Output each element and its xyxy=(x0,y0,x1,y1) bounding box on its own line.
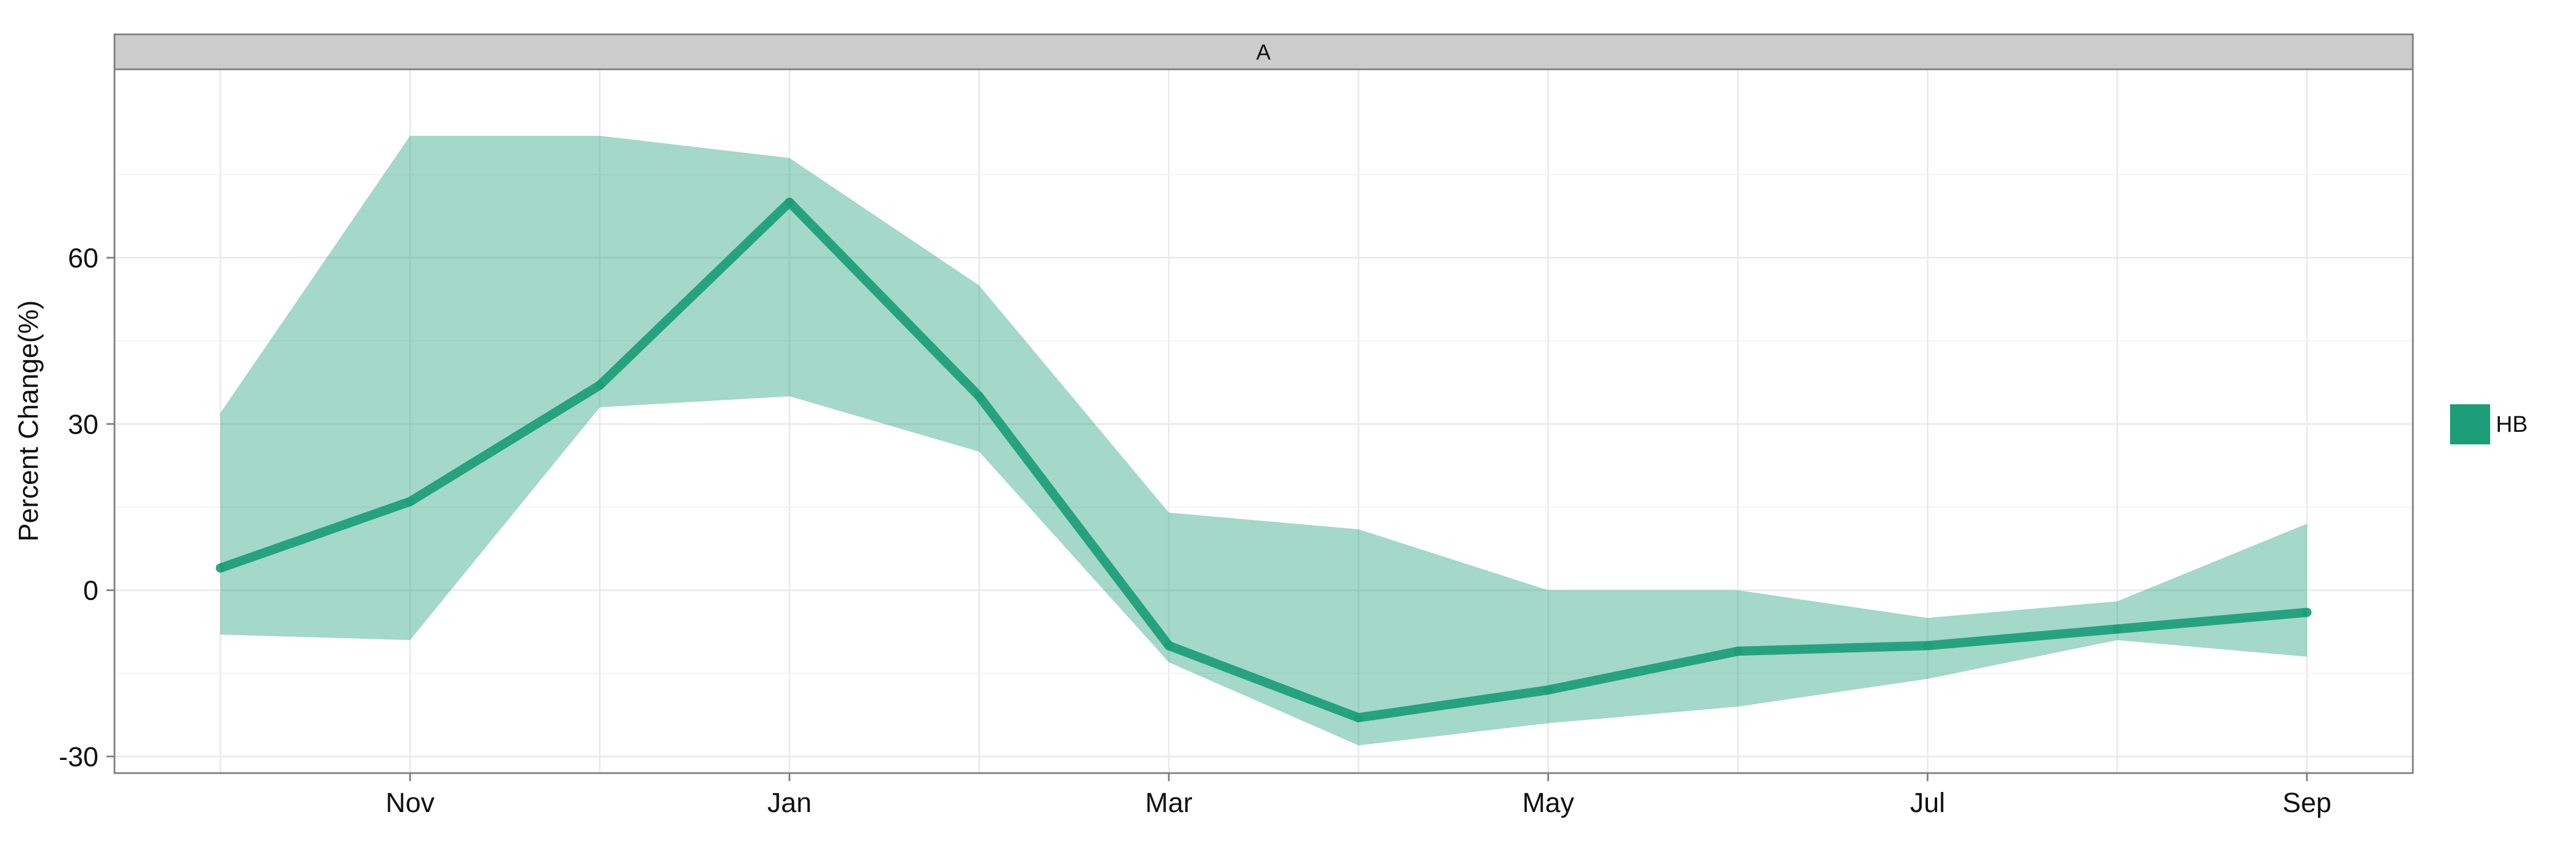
y-tick-label: 0 xyxy=(83,576,98,606)
data-point xyxy=(216,563,225,573)
facet-strip xyxy=(113,33,2414,70)
data-point xyxy=(974,391,984,401)
x-tick-label: Mar xyxy=(1145,788,1192,818)
y-axis: -30 0 30 60 xyxy=(59,243,114,773)
y-tick-label: 60 xyxy=(68,243,98,274)
y-tick-label: 30 xyxy=(68,409,98,440)
x-tick-label: Jan xyxy=(767,788,811,818)
data-point xyxy=(595,380,605,390)
data-point xyxy=(2302,608,2312,617)
gridlines xyxy=(114,69,2413,773)
y-tick-label: -30 xyxy=(59,742,98,773)
legend-label-hb: HB xyxy=(2496,412,2528,437)
data-point xyxy=(2112,624,2122,634)
data-point xyxy=(1923,641,1933,651)
data-point xyxy=(1354,713,1364,723)
series-line-hb xyxy=(219,198,2308,723)
data-point xyxy=(405,497,415,506)
x-axis: Nov Jan Mar May Jul Sep xyxy=(386,773,2332,818)
x-tick-label: May xyxy=(1522,788,1574,818)
facet-strip-label: A xyxy=(1256,41,1271,65)
legend: HB xyxy=(2450,404,2528,444)
legend-key-hb xyxy=(2450,404,2490,444)
data-point xyxy=(1733,647,1743,656)
x-tick-label: Jul xyxy=(1910,788,1945,818)
data-point xyxy=(785,198,795,207)
confidence-band-hb xyxy=(220,136,2307,746)
confidence-band-layer xyxy=(220,136,2307,746)
series-line-layer xyxy=(216,198,2312,723)
plot-panel xyxy=(114,69,2413,773)
x-tick-label: Nov xyxy=(386,788,434,818)
x-tick-label: Sep xyxy=(2282,788,2331,818)
y-axis-title: Percent Change(%) xyxy=(14,300,44,542)
data-point xyxy=(1164,641,1174,651)
data-point xyxy=(1543,685,1553,695)
